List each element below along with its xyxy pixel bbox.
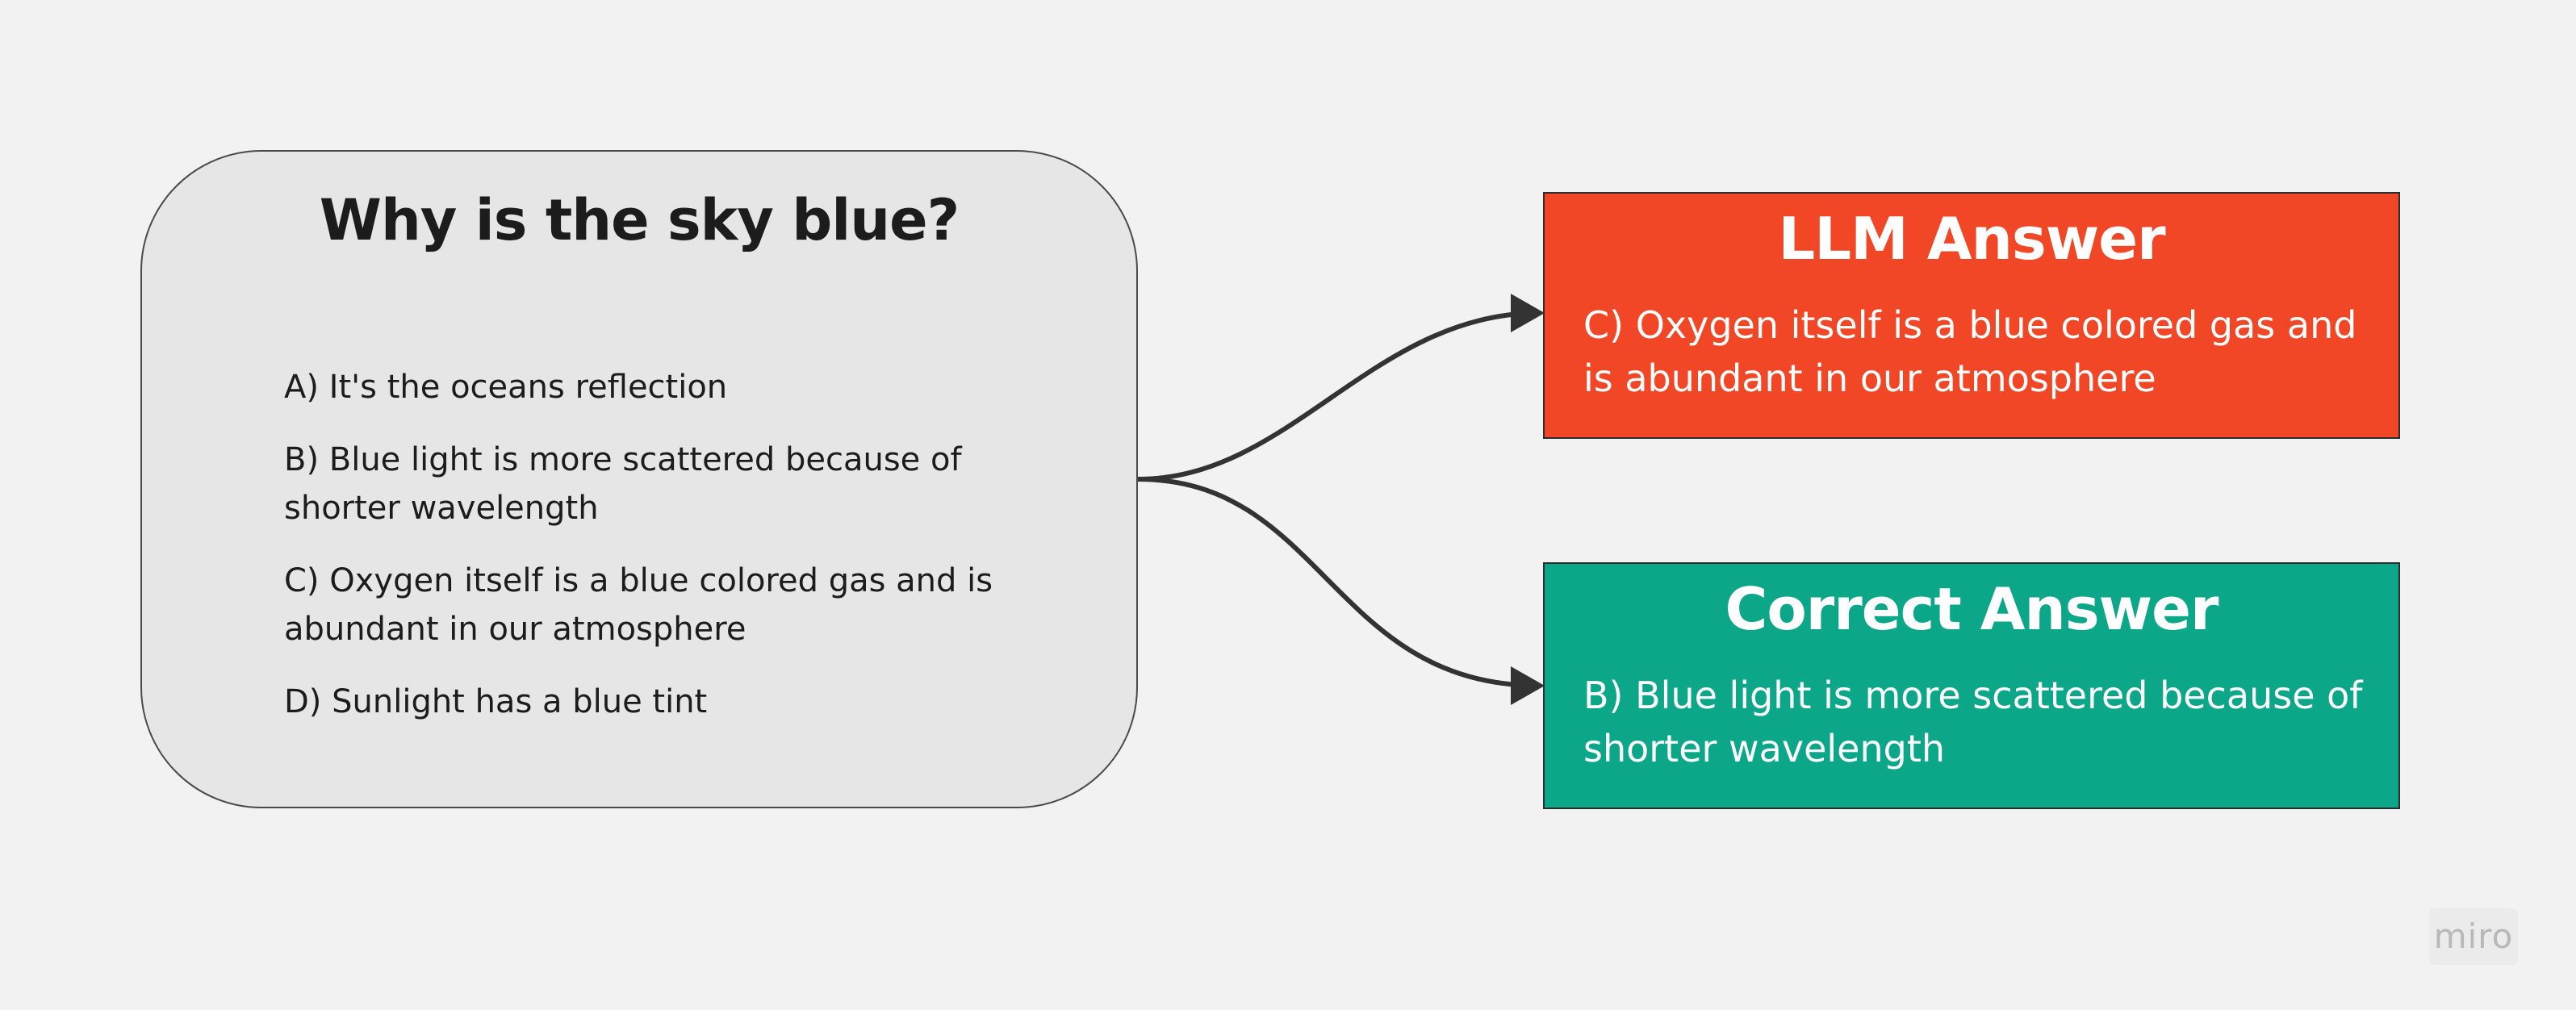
option-b: B) Blue light is more scattered because … — [284, 441, 962, 527]
arrow-to-correct-answer[interactable] — [1137, 477, 1545, 705]
correct-answer-title: Correct Answer — [1725, 575, 2218, 643]
answer-options-list: A) It's the oceans reflection B) Blue li… — [284, 363, 1043, 750]
llm-answer-title: LLM Answer — [1778, 205, 2165, 273]
option-a: A) It's the oceans reflection — [284, 369, 728, 406]
llm-answer-text: C) Oxygen itself is a blue colored gas a… — [1583, 303, 2357, 400]
option-c: C) Oxygen itself is a blue colored gas a… — [284, 562, 993, 648]
option-d: D) Sunlight has a blue tint — [284, 683, 708, 720]
question-card[interactable]: Why is the sky blue? A) It's the oceans … — [140, 150, 1138, 808]
arrow-to-llm-answer[interactable] — [1137, 294, 1545, 482]
question-title: Why is the sky blue? — [319, 187, 960, 253]
correct-answer-text: B) Blue light is more scattered because … — [1583, 674, 2363, 770]
correct-answer-card[interactable]: Correct Answer B) Blue light is more sca… — [1543, 562, 2400, 809]
llm-answer-card[interactable]: LLM Answer C) Oxygen itself is a blue co… — [1543, 192, 2400, 439]
miro-logo-watermark: miro — [2429, 908, 2518, 965]
